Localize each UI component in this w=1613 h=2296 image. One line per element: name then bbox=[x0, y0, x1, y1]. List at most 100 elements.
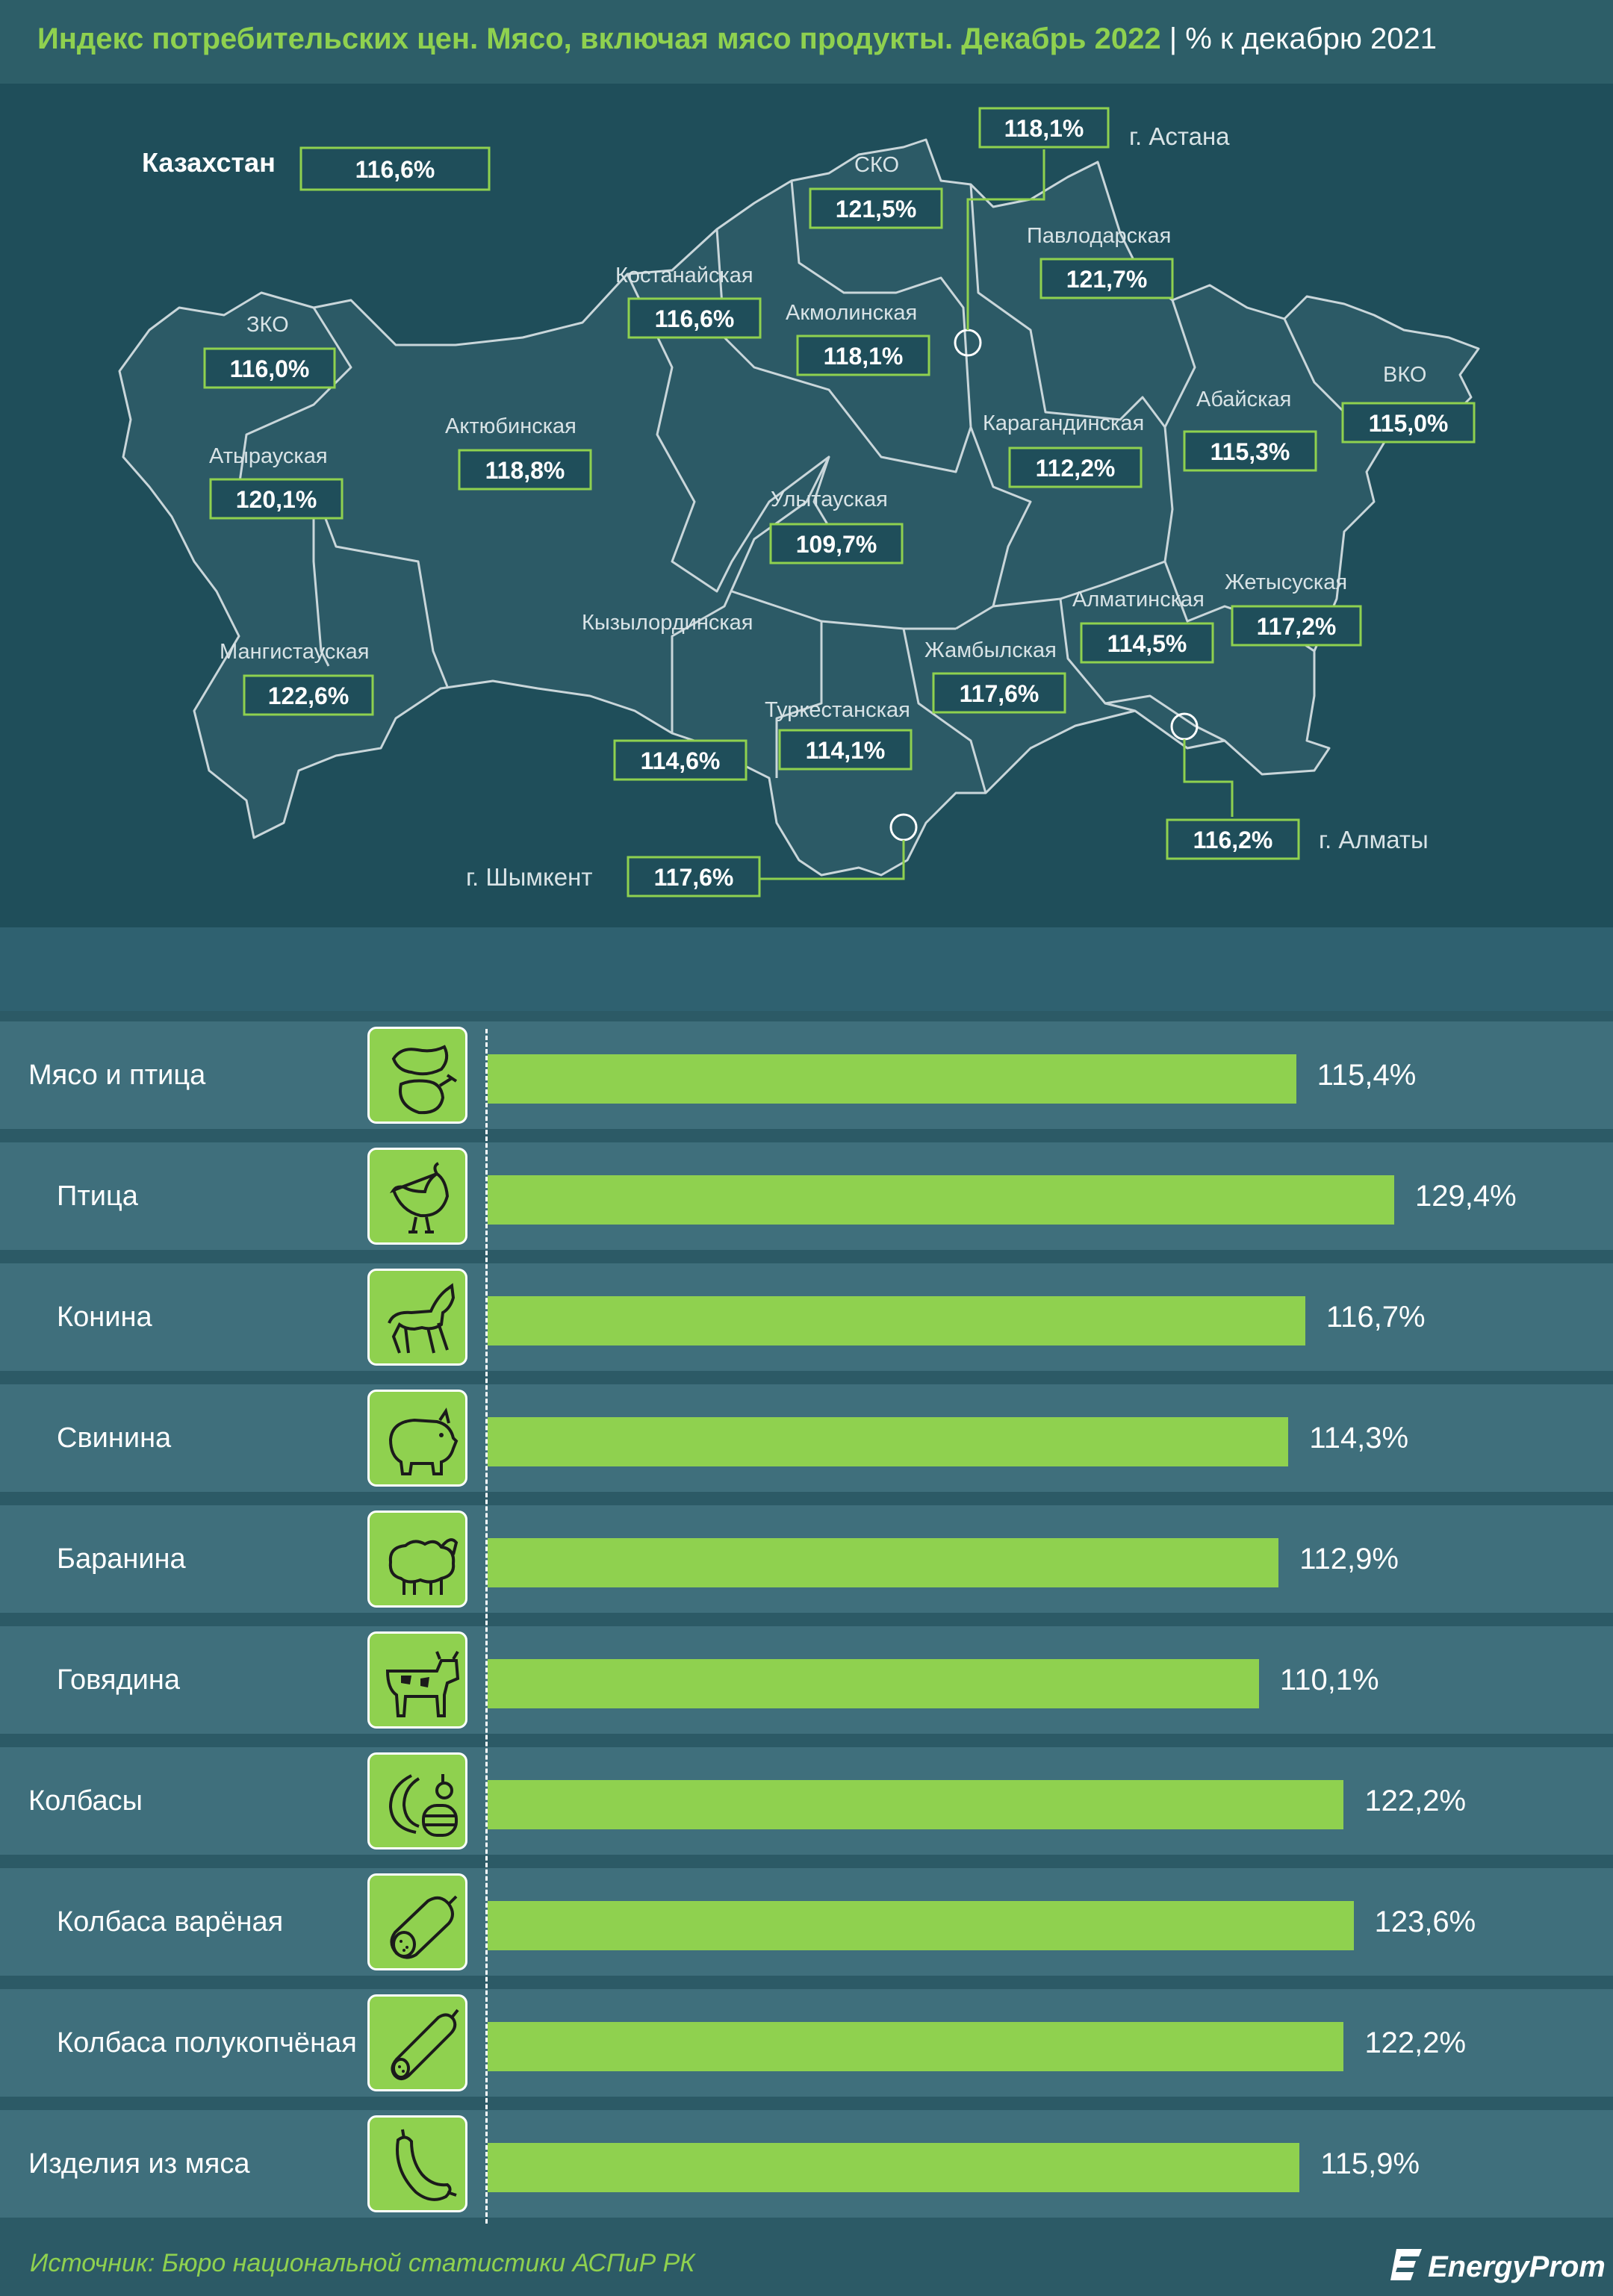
region-value: 118,1% bbox=[824, 343, 904, 370]
region-value: 112,2% bbox=[1036, 455, 1116, 482]
bar-value-label: 115,9% bbox=[1320, 2147, 1420, 2180]
bar-row: Баранина 112,9% bbox=[0, 1505, 1613, 1613]
horse-icon bbox=[367, 1269, 467, 1366]
country-value: 116,6% bbox=[355, 156, 435, 183]
category-label: Колбаса варёная bbox=[57, 1906, 284, 1938]
region-value: 117,6% bbox=[960, 680, 1039, 707]
bar-value-label: 129,4% bbox=[1415, 1180, 1517, 1213]
region-value-box bbox=[209, 478, 344, 520]
region-value-box bbox=[932, 672, 1066, 714]
bar-row: Колбаса полукопчёная 122,2% bbox=[0, 1989, 1613, 2097]
bar-row: Мясо и птица 115,4% bbox=[0, 1021, 1613, 1129]
region-value-box bbox=[1183, 430, 1317, 472]
region-value-box bbox=[1231, 605, 1362, 647]
page-title: Индекс потребительских цен. Мясо, включа… bbox=[37, 22, 1437, 56]
bar-value-label: 122,2% bbox=[1364, 1785, 1467, 1817]
pig-icon bbox=[367, 1390, 467, 1487]
bar-row: Птица 129,4% bbox=[0, 1142, 1613, 1250]
region-value: 116,0% bbox=[230, 355, 310, 382]
region-value-box bbox=[769, 523, 904, 564]
smoked-sausage-icon bbox=[367, 1994, 467, 2091]
region-value-box bbox=[203, 347, 336, 389]
region-value: 114,1% bbox=[806, 737, 886, 764]
region-name: Карагандинская bbox=[983, 411, 1144, 435]
bar-row: Свинина 114,3% bbox=[0, 1384, 1613, 1492]
bar bbox=[488, 1538, 1279, 1587]
bar-row: Колбасы 122,2% bbox=[0, 1747, 1613, 1855]
city-name: г. Астана bbox=[1129, 122, 1230, 150]
city-leader-lines bbox=[751, 149, 1234, 880]
bar bbox=[488, 1054, 1296, 1104]
bar-row: Конина 116,7% bbox=[0, 1263, 1613, 1371]
bar bbox=[488, 1296, 1305, 1345]
region-value-box bbox=[458, 449, 592, 491]
city-name: г. Шымкент bbox=[466, 863, 593, 891]
region-value-box bbox=[1080, 622, 1214, 664]
region-name: Жамбылская bbox=[924, 638, 1057, 662]
city-value: 118,1% bbox=[1004, 115, 1084, 142]
region-value: 116,6% bbox=[655, 305, 735, 332]
meat-poultry-icon bbox=[367, 1027, 467, 1124]
region-name: Павлодарская bbox=[1027, 224, 1171, 248]
bar bbox=[488, 1901, 1354, 1950]
country-value-box bbox=[299, 146, 491, 191]
region-name: Кызылординская bbox=[582, 611, 753, 635]
chicken-icon bbox=[367, 1148, 467, 1245]
region-name: Абайская bbox=[1196, 388, 1291, 411]
region-name: ВКО bbox=[1383, 363, 1426, 387]
region-name: Костанайская bbox=[615, 264, 753, 287]
sheep-icon bbox=[367, 1511, 467, 1608]
region-name: Алматинская bbox=[1072, 588, 1205, 612]
logo-text: EnergyProm bbox=[1428, 2250, 1606, 2283]
bar-value-label: 112,9% bbox=[1299, 1543, 1399, 1575]
category-label: Колбаса полукопчёная bbox=[57, 2027, 357, 2059]
bar bbox=[488, 1659, 1259, 1708]
category-label: Свинина bbox=[57, 1422, 172, 1454]
city-value: 117,6% bbox=[654, 864, 734, 891]
energyprom-logo: EnergyProm bbox=[1390, 2244, 1606, 2286]
region-value: 120,1% bbox=[236, 486, 317, 513]
bar-value-label: 114,3% bbox=[1309, 1422, 1409, 1455]
bar-value-label: 123,6% bbox=[1374, 1905, 1476, 1938]
separator-band bbox=[0, 927, 1613, 1011]
category-label: Мясо и птица bbox=[28, 1060, 206, 1091]
header: Индекс потребительских цен. Мясо, включа… bbox=[0, 0, 1613, 84]
cow-icon bbox=[367, 1631, 467, 1729]
category-label: Конина bbox=[57, 1301, 152, 1333]
region-value-box bbox=[243, 674, 374, 716]
region-name: Улытауская bbox=[771, 488, 888, 511]
region-name: Жетысуская bbox=[1225, 570, 1347, 594]
logo-icon bbox=[1390, 2249, 1422, 2280]
region-value-box bbox=[1341, 402, 1476, 444]
sausages-icon bbox=[367, 1752, 467, 1849]
region-value: 121,5% bbox=[836, 196, 917, 223]
bar-row: Изделия из мяса 115,9% bbox=[0, 2110, 1613, 2218]
region-value: 114,6% bbox=[641, 747, 721, 774]
bar-row: Говядина 110,1% bbox=[0, 1626, 1613, 1734]
region-value: 121,7% bbox=[1066, 266, 1148, 293]
bar bbox=[488, 1780, 1344, 1829]
bar bbox=[488, 1417, 1289, 1466]
region-value-box bbox=[613, 739, 748, 781]
bar-value-label: 115,4% bbox=[1317, 1059, 1417, 1092]
boiled-sausage-icon bbox=[367, 1873, 467, 1970]
title-main: Индекс потребительских цен. Мясо, включа… bbox=[37, 22, 1161, 55]
city-value: 116,2% bbox=[1193, 827, 1273, 853]
city-value-box bbox=[1166, 818, 1300, 860]
title-separator: | bbox=[1160, 22, 1186, 55]
meat-products-icon bbox=[367, 2115, 467, 2212]
region-value: 109,7% bbox=[796, 531, 877, 558]
region-value: 115,3% bbox=[1210, 438, 1290, 465]
bar bbox=[488, 2143, 1300, 2192]
bar bbox=[488, 2022, 1344, 2071]
country-name: Казахстан bbox=[142, 147, 276, 178]
chart-baseline bbox=[485, 1029, 488, 2224]
bar-row: Колбаса варёная 123,6% bbox=[0, 1868, 1613, 1976]
region-name: Актюбинская bbox=[445, 414, 576, 438]
region-value-box bbox=[627, 297, 762, 339]
bar bbox=[488, 1175, 1394, 1225]
region-name: Туркестанская bbox=[765, 698, 910, 722]
region-value-box bbox=[809, 187, 943, 229]
region-name: Атырауская bbox=[209, 444, 328, 468]
region-value: 117,2% bbox=[1257, 613, 1337, 640]
